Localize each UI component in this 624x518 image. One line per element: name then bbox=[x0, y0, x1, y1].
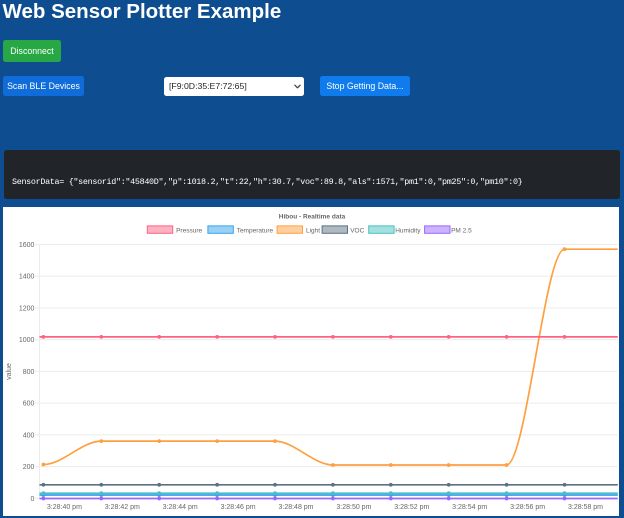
svg-text:3:28:40 pm: 3:28:40 pm bbox=[47, 504, 82, 511]
svg-text:200: 200 bbox=[23, 464, 35, 471]
svg-text:3:28:50 pm: 3:28:50 pm bbox=[336, 504, 371, 511]
svg-text:3:28:58 pm: 3:28:58 pm bbox=[568, 504, 603, 511]
svg-text:VOC: VOC bbox=[350, 228, 364, 235]
svg-text:Pressure: Pressure bbox=[176, 228, 202, 235]
svg-text:3:28:54 pm: 3:28:54 pm bbox=[452, 504, 487, 511]
svg-text:1600: 1600 bbox=[19, 242, 35, 249]
svg-text:3:28:52 pm: 3:28:52 pm bbox=[394, 504, 429, 511]
svg-text:800: 800 bbox=[23, 369, 35, 376]
svg-text:3:28:42 pm: 3:28:42 pm bbox=[105, 504, 140, 511]
svg-text:0: 0 bbox=[30, 496, 34, 503]
svg-text:Hibou - Realtime data: Hibou - Realtime data bbox=[279, 214, 346, 221]
svg-text:Humidity: Humidity bbox=[395, 228, 421, 235]
svg-text:400: 400 bbox=[23, 432, 35, 439]
svg-text:3:28:46 pm: 3:28:46 pm bbox=[221, 504, 256, 511]
svg-text:3:28:48 pm: 3:28:48 pm bbox=[278, 504, 313, 511]
svg-text:1400: 1400 bbox=[19, 274, 35, 281]
svg-text:PM 2.5: PM 2.5 bbox=[451, 228, 472, 235]
svg-text:Light: Light bbox=[306, 228, 320, 235]
svg-text:3:28:56 pm: 3:28:56 pm bbox=[510, 504, 545, 511]
svg-text:1200: 1200 bbox=[19, 305, 35, 312]
svg-text:1000: 1000 bbox=[19, 337, 35, 344]
svg-text:3:28:44 pm: 3:28:44 pm bbox=[163, 504, 198, 511]
svg-text:value: value bbox=[6, 363, 13, 380]
svg-text:Temperature: Temperature bbox=[237, 228, 274, 235]
svg-text:600: 600 bbox=[23, 401, 35, 408]
